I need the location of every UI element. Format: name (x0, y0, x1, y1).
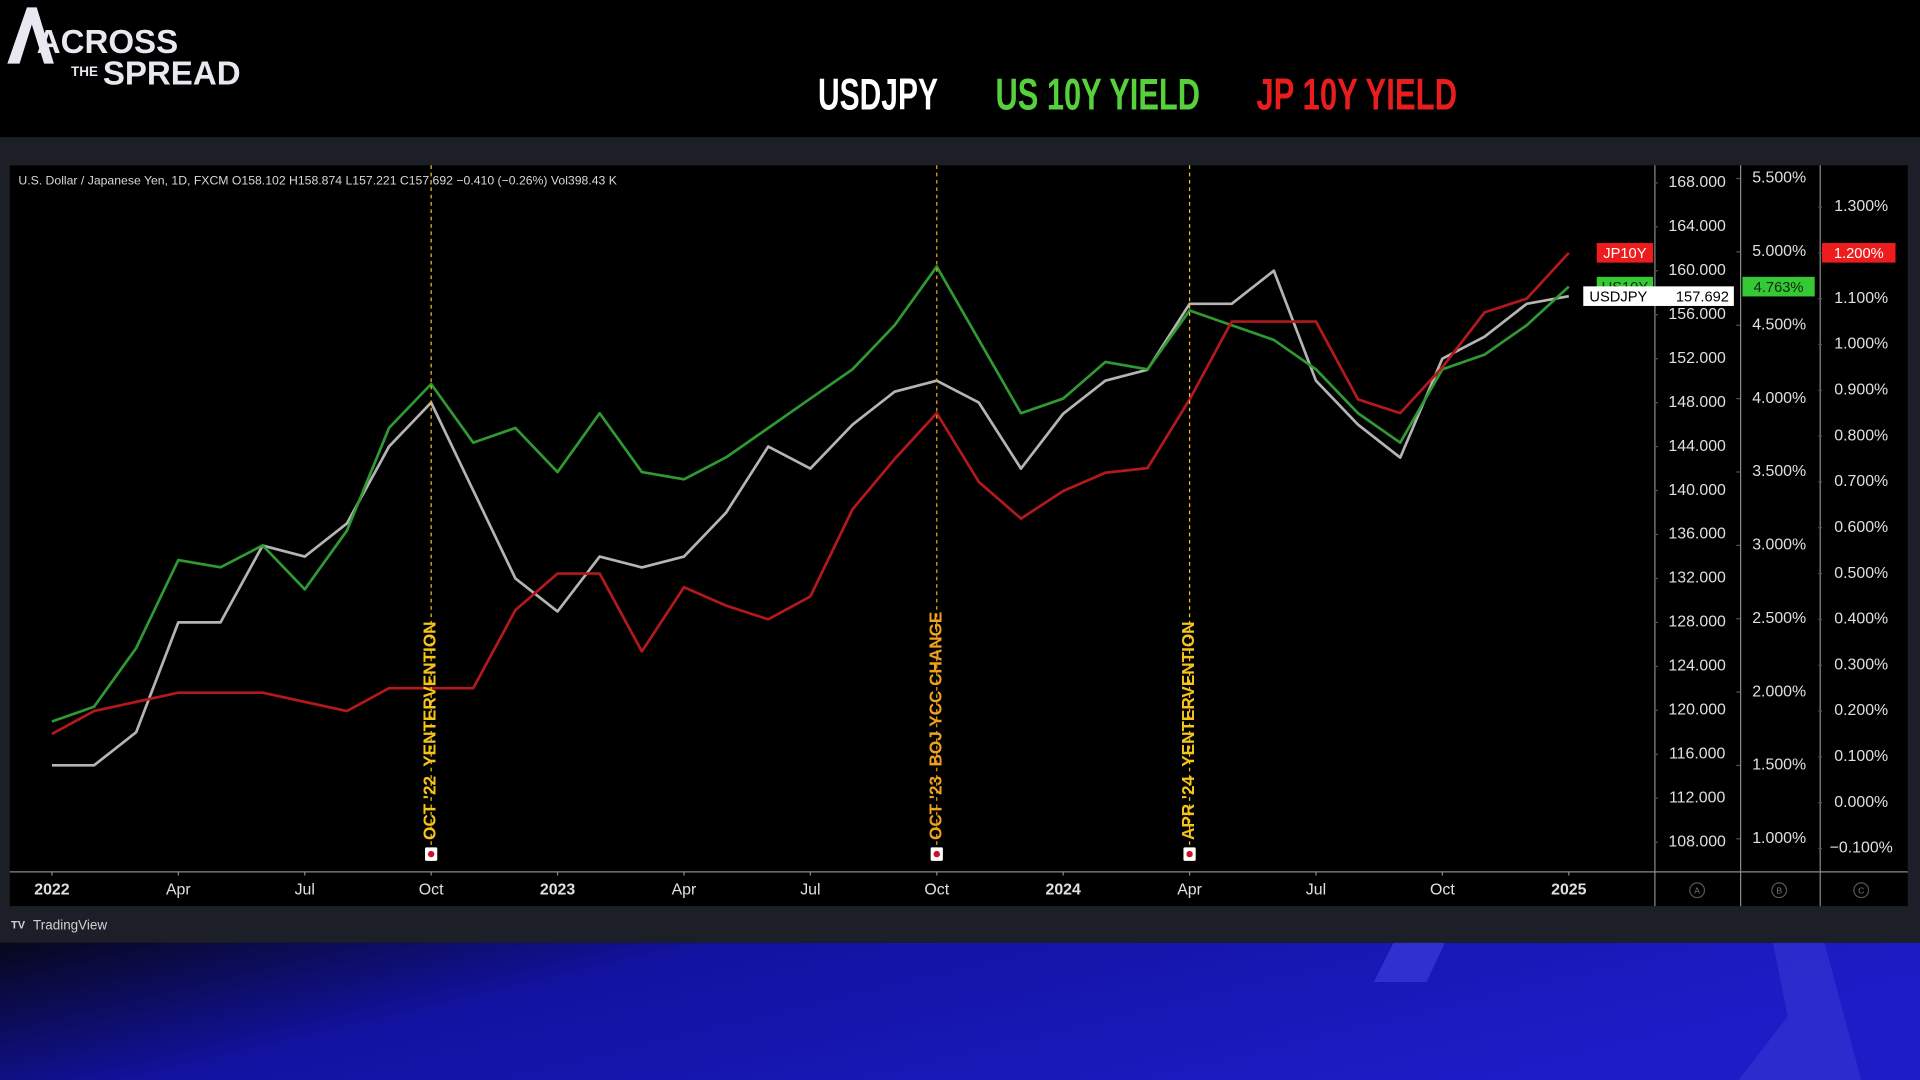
y-tick-label: 1.000% (1834, 336, 1888, 353)
y-tick-label: 120.000 (1668, 702, 1726, 719)
y-tick-label: 1.500% (1752, 757, 1806, 774)
y-tick-label: 2.000% (1752, 683, 1806, 700)
axis-badge: A (1694, 886, 1700, 896)
footer-band (0, 942, 1920, 1080)
x-tick-label: Jul (1306, 881, 1326, 898)
axis-badge: B (1776, 886, 1782, 896)
x-tick-label: 2024 (1045, 881, 1081, 898)
y-tick-label: 160.000 (1668, 262, 1726, 279)
price-tag-value: 4.763% (1754, 280, 1804, 296)
x-tick-label: Oct (924, 881, 949, 898)
y-tick-label: 140.000 (1668, 482, 1726, 499)
x-tick-label: 2025 (1551, 881, 1587, 898)
y-tick-label: 136.000 (1668, 526, 1726, 543)
x-tick-label: Apr (166, 881, 191, 898)
x-tick-label: Apr (1177, 881, 1202, 898)
x-tick-label: Oct (419, 881, 444, 898)
y-tick-label: 0.400% (1834, 611, 1888, 628)
symbol-tag-label: JP10Y (1603, 246, 1646, 262)
y-tick-label: 3.500% (1752, 463, 1806, 480)
event-label: OCT '22 YENTERVENTION (420, 621, 440, 840)
x-tick-label: Jul (800, 881, 820, 898)
y-tick-label: 116.000 (1669, 745, 1725, 762)
y-tick-label: 168.000 (1668, 174, 1726, 191)
legend-title: USDJPY (818, 71, 938, 120)
price-tag-value: 1.200% (1834, 246, 1884, 262)
y-tick-label: −0.100% (1830, 840, 1893, 857)
event-flag-dot (427, 850, 435, 858)
y-tick-label: 156.000 (1668, 306, 1726, 323)
y-tick-label: 0.500% (1834, 565, 1888, 582)
y-tick-label: 0.700% (1834, 473, 1888, 490)
series-line (51, 265, 1570, 723)
price-tag (1583, 286, 1734, 306)
y-tick-label: 132.000 (1668, 570, 1726, 587)
y-tick-label: 152.000 (1668, 350, 1726, 367)
chart-bg (9, 165, 1908, 907)
y-tick-label: 0.600% (1834, 519, 1888, 536)
y-tick-label: 144.000 (1668, 438, 1726, 455)
y-tick-label: 3.000% (1752, 537, 1806, 554)
tv-icon: TV (11, 920, 26, 932)
y-tick-label: 4.000% (1752, 390, 1806, 407)
footer-brand: TradingView (33, 917, 107, 932)
x-tick-label: 2022 (34, 881, 70, 898)
y-tick-label: 124.000 (1668, 658, 1726, 675)
price-tag (1742, 276, 1815, 297)
y-tick-label: 148.000 (1668, 394, 1726, 411)
price-tag-value: 157.692 (1676, 289, 1729, 305)
decor-shape (1738, 942, 1862, 1080)
legend-title: US 10Y YIELD (996, 71, 1200, 120)
y-tick-label: 0.100% (1834, 748, 1888, 765)
plot-area (51, 251, 1570, 767)
y-tick-label: 0.000% (1834, 794, 1888, 811)
y-tick-label: 128.000 (1668, 614, 1726, 631)
x-tick-label: Apr (672, 881, 697, 898)
logo-text: ACROSS (37, 24, 178, 61)
symbol-tag (1596, 243, 1654, 263)
y-tick-label: 0.300% (1834, 656, 1888, 673)
symbol-info: U.S. Dollar / Japanese Yen, 1D, FXCM O15… (18, 173, 617, 187)
y-tick-label: 164.000 (1668, 218, 1726, 235)
y-tick-label: 112.000 (1669, 789, 1725, 806)
y-tick-label: 108.000 (1668, 833, 1726, 850)
price-tag-symbol: USDJPY (1589, 289, 1647, 305)
y-tick-label: 0.200% (1834, 702, 1888, 719)
y-tick-label: 5.000% (1752, 243, 1806, 260)
price-tag (1822, 243, 1896, 263)
logo-text: THE (71, 64, 98, 79)
x-tick-label: Jul (295, 881, 315, 898)
event-flag-dot (933, 850, 940, 858)
y-tick-label: 0.800% (1834, 427, 1888, 444)
x-tick-label: 2023 (540, 881, 576, 898)
series-line (51, 269, 1570, 767)
y-tick-label: 0.900% (1834, 381, 1888, 398)
axis-badge-bg (1853, 882, 1870, 899)
y-tick-label: 5.500% (1752, 170, 1806, 187)
y-tick-label: 1.000% (1752, 830, 1806, 847)
y-tick-label: 1.100% (1834, 290, 1888, 307)
y-tick-label: 2.500% (1752, 610, 1806, 627)
series-line (51, 251, 1570, 736)
axis-badge-bg (1771, 882, 1788, 899)
logo-mark (7, 7, 54, 64)
event-flag-dot (1186, 850, 1193, 858)
axis-badge: C (1858, 886, 1864, 896)
event-label: APR '24 YENTERVENTION (1178, 621, 1198, 840)
event-label: OCT '23 BOJ YCC CHANGE (925, 612, 945, 840)
decor-shape (1373, 942, 1445, 983)
legend-title: JP 10Y YIELD (1256, 71, 1457, 120)
logo-text: SPREAD (103, 56, 241, 93)
y-tick-label: 4.500% (1752, 316, 1806, 333)
header-bg (0, 0, 1920, 138)
x-tick-label: Oct (1430, 881, 1455, 898)
y-tick-label: 1.300% (1834, 198, 1888, 215)
axis-badge-bg (1689, 882, 1706, 899)
